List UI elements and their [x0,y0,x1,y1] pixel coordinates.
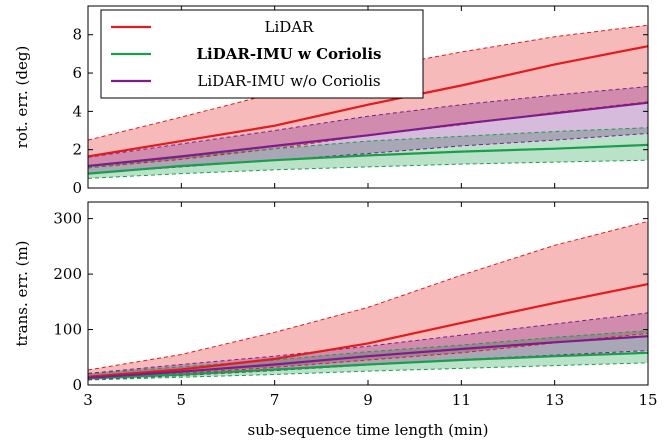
ytick-label-0-0: 0 [72,179,82,197]
xlabel: sub-sequence time length (min) [248,421,489,439]
ytick-label-0-8: 8 [72,26,82,44]
legend-label-1: LiDAR-IMU w Coriolis [196,45,381,63]
translation-error-panel: 0 100 200 300 3 5 7 9 11 13 15 trans. err. (m) sub-s… [13,201,658,439]
ytick-label-1-300: 300 [53,210,82,228]
xtick-label-3: 3 [83,391,93,409]
ytick-label-0-2: 2 [72,141,82,159]
ytick-label-1-200: 200 [53,265,82,283]
mean-line-0-2 [87,101,649,168]
xtick-label-15: 15 [638,391,657,409]
lower-bound-0-1 [87,159,649,179]
xtick-label-7: 7 [270,391,280,409]
ylabel-0: rot. err. (deg) [13,46,31,149]
upper-bound-1-2 [87,312,649,374]
mean-line-1-1 [87,351,649,380]
xtick-label-11: 11 [452,391,471,409]
xtick-label-5: 5 [177,391,187,409]
legend-box [100,9,424,99]
mean-line-1-2 [87,335,649,379]
mean-line-0-0 [87,45,649,158]
ytick-label-0-4: 4 [72,102,82,120]
ytick-label-1-0: 0 [72,376,82,394]
ytick-label-1-100: 100 [53,321,82,339]
xtick-label-13: 13 [545,391,564,409]
legend-label-0: LiDAR [265,18,315,36]
ylabel-1: trans. err. (m) [13,240,31,346]
upper-bound-1-1 [87,330,649,375]
upper-bound-1-0 [87,220,649,371]
mean-line-0-1 [87,143,649,175]
upper-bound-0-2 [87,86,649,158]
xtick-label-9: 9 [363,391,373,409]
ytick-label-0-6: 6 [72,64,82,82]
legend-label-2: LiDAR-IMU w/o Coriolis [197,72,380,90]
lower-bound-1-1 [87,362,649,381]
mean-line-1-0 [87,283,649,378]
legend: LiDAR LiDAR-IMU w Coriolis LiDAR-IMU w/o C… [100,9,424,99]
